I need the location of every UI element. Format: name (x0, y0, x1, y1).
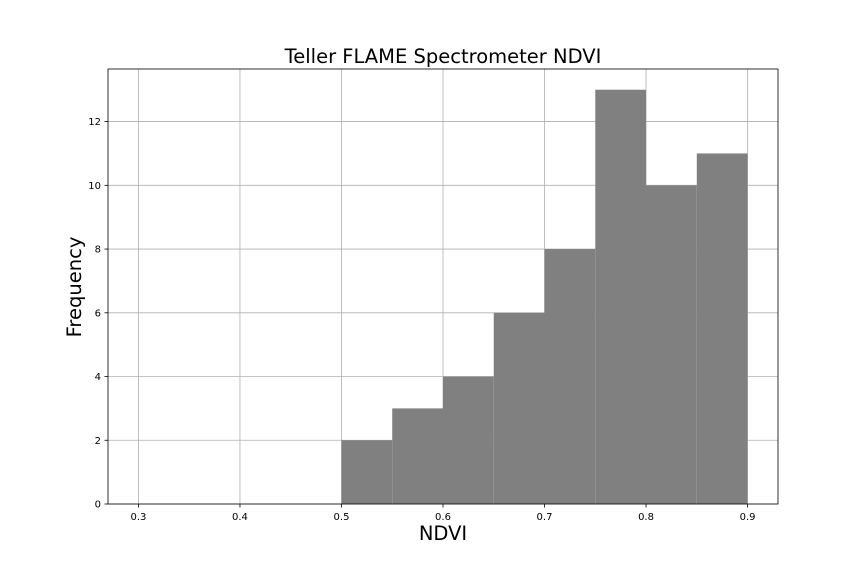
x-tick-label: 0.5 (334, 512, 350, 523)
histogram-bar (544, 249, 596, 504)
histogram-bar (443, 376, 494, 504)
y-tick-label: 12 (88, 117, 101, 128)
x-tick-label: 0.3 (131, 512, 147, 523)
x-axis-ticks: 0.3 0.4 0.5 0.6 0.7 0.8 0.9 (131, 504, 756, 523)
chart-title: Teller FLAME Spectrometer NDVI (284, 45, 602, 68)
histogram-bar (595, 89, 647, 504)
histogram-bar (392, 408, 443, 504)
y-tick-label: 6 (95, 308, 101, 319)
x-tick-label: 0.6 (435, 512, 451, 523)
histogram-bar (341, 440, 393, 504)
x-tick-label: 0.4 (232, 512, 248, 523)
x-tick-label: 0.9 (740, 512, 756, 523)
y-tick-label: 10 (88, 181, 101, 192)
y-axis-label: Frequency (63, 237, 86, 338)
x-tick-label: 0.7 (537, 512, 553, 523)
histogram-bar (696, 153, 748, 504)
x-axis-label: NDVI (419, 522, 467, 545)
histogram-bar (646, 185, 697, 505)
histogram-bar (493, 312, 545, 504)
y-tick-label: 2 (95, 436, 101, 447)
y-tick-label: 0 (95, 500, 101, 511)
y-axis-ticks: 0 2 4 6 8 10 12 (88, 117, 108, 511)
x-tick-label: 0.8 (638, 512, 654, 523)
y-tick-label: 4 (95, 372, 101, 383)
histogram-bars (341, 89, 748, 505)
y-tick-label: 8 (95, 245, 101, 256)
